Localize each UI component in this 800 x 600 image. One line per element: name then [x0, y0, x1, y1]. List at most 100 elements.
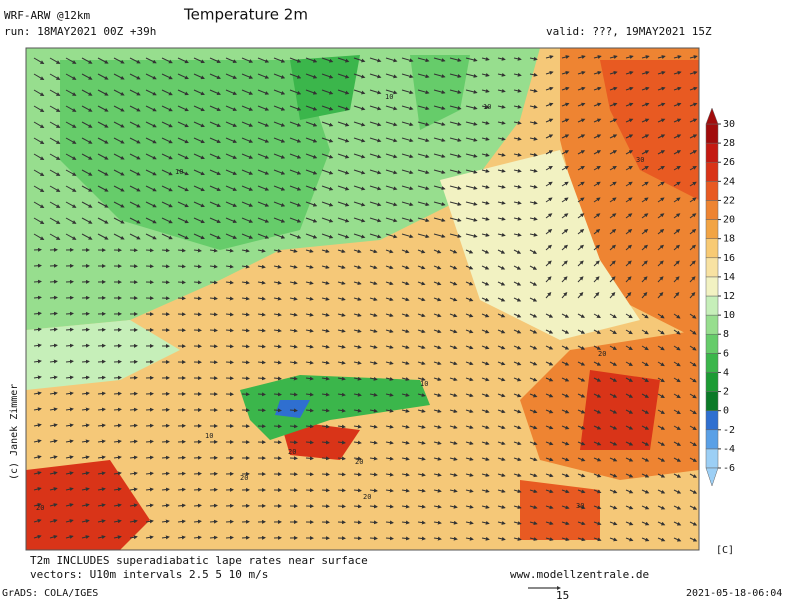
wind-arrow — [337, 265, 346, 269]
wind-arrow — [337, 201, 350, 207]
wind-arrow — [641, 244, 648, 251]
wind-arrow — [33, 487, 42, 491]
wind-arrow — [657, 457, 666, 462]
wind-arrow — [209, 264, 218, 269]
colorbar-segment — [705, 429, 719, 450]
wind-arrow — [369, 121, 382, 127]
wind-arrow — [497, 377, 506, 382]
wind-arrow — [657, 70, 666, 75]
wind-arrow — [305, 264, 314, 269]
wind-arrow — [577, 134, 586, 139]
wind-arrow — [369, 440, 378, 445]
wind-arrow — [625, 70, 634, 75]
wind-arrow — [369, 472, 378, 477]
wind-arrow — [337, 376, 346, 381]
wind-arrow — [673, 329, 681, 335]
wind-arrow — [561, 361, 570, 366]
wind-arrow — [353, 249, 362, 254]
wind-arrow — [401, 137, 414, 143]
wind-arrow — [81, 455, 90, 460]
wind-arrow — [513, 345, 522, 350]
wind-arrow — [449, 441, 458, 445]
colorbar-segment — [705, 200, 719, 220]
wind-arrow — [337, 440, 346, 445]
wind-arrow — [321, 296, 330, 301]
wind-arrow — [81, 217, 93, 224]
wind-arrow — [289, 121, 302, 127]
wind-arrow — [49, 137, 61, 144]
wind-arrow — [609, 165, 617, 171]
wind-arrow — [289, 360, 298, 365]
wind-arrow — [65, 185, 77, 192]
wind-arrow — [353, 392, 362, 397]
colorbar-tick-label: 2 — [723, 387, 729, 398]
contour-label: 10 — [420, 380, 428, 388]
wind-arrow — [673, 118, 682, 123]
wind-arrow — [641, 197, 649, 203]
wind-arrow — [33, 311, 42, 316]
wind-arrow — [577, 260, 584, 267]
wind-arrow — [337, 89, 350, 95]
wind-arrow — [625, 345, 633, 351]
wind-arrow — [593, 102, 602, 107]
wind-arrow — [305, 233, 318, 239]
wind-arrow — [49, 327, 58, 332]
wind-arrow — [545, 213, 553, 219]
wind-arrow — [593, 181, 601, 187]
wind-arrow — [657, 276, 664, 283]
wind-arrow — [481, 457, 490, 461]
contour-label: 20 — [240, 474, 248, 482]
wind-arrow — [49, 343, 58, 348]
colorbar-tick-label: 28 — [723, 138, 735, 149]
wind-arrow — [385, 217, 398, 223]
wind-arrow — [673, 489, 682, 494]
wind-arrow — [81, 169, 93, 176]
wind-arrow — [289, 153, 302, 159]
wind-arrow — [401, 105, 414, 111]
wind-arrow — [305, 360, 314, 365]
wind-arrow — [369, 137, 382, 143]
wind-arrow — [177, 487, 186, 492]
wind-arrow — [401, 185, 414, 191]
wind-arrow — [273, 73, 286, 79]
colorbar-segment — [705, 238, 719, 259]
wind-arrow — [577, 118, 586, 123]
wind-arrow — [673, 197, 681, 203]
wind-arrow — [353, 137, 366, 143]
wind-arrow — [529, 249, 538, 254]
wind-arrow — [417, 488, 426, 493]
wind-arrow — [497, 329, 506, 334]
wind-arrow — [593, 118, 602, 123]
wind-arrow — [641, 361, 649, 367]
timestamp: 2021-05-18-06:04 — [686, 588, 782, 599]
wind-arrow — [401, 201, 414, 207]
wind-arrow — [481, 249, 490, 254]
wind-arrow — [369, 185, 382, 191]
wind-arrow — [673, 457, 682, 462]
wind-arrow — [513, 72, 522, 77]
wind-arrow — [81, 503, 90, 508]
wind-arrow — [193, 296, 202, 301]
wind-arrow — [449, 409, 458, 414]
wind-arrow — [433, 89, 446, 94]
wind-arrow — [273, 328, 282, 333]
wind-arrow — [417, 233, 430, 239]
contour-label: 20 — [355, 458, 363, 466]
wind-arrow — [257, 392, 266, 397]
wind-arrow — [49, 391, 58, 396]
wind-arrow — [129, 487, 138, 492]
wind-arrow — [209, 201, 222, 208]
wind-arrow — [65, 121, 77, 128]
wind-arrow — [161, 73, 173, 80]
wind-arrow — [81, 423, 90, 428]
wind-arrow — [433, 201, 446, 206]
wind-arrow — [161, 201, 173, 208]
wind-arrow — [273, 296, 282, 301]
wind-arrow — [641, 150, 650, 155]
wind-arrow — [449, 73, 462, 78]
wind-arrow — [369, 376, 378, 381]
wind-arrow — [305, 89, 318, 95]
wind-arrow — [369, 89, 382, 95]
wind-arrow — [689, 260, 696, 267]
